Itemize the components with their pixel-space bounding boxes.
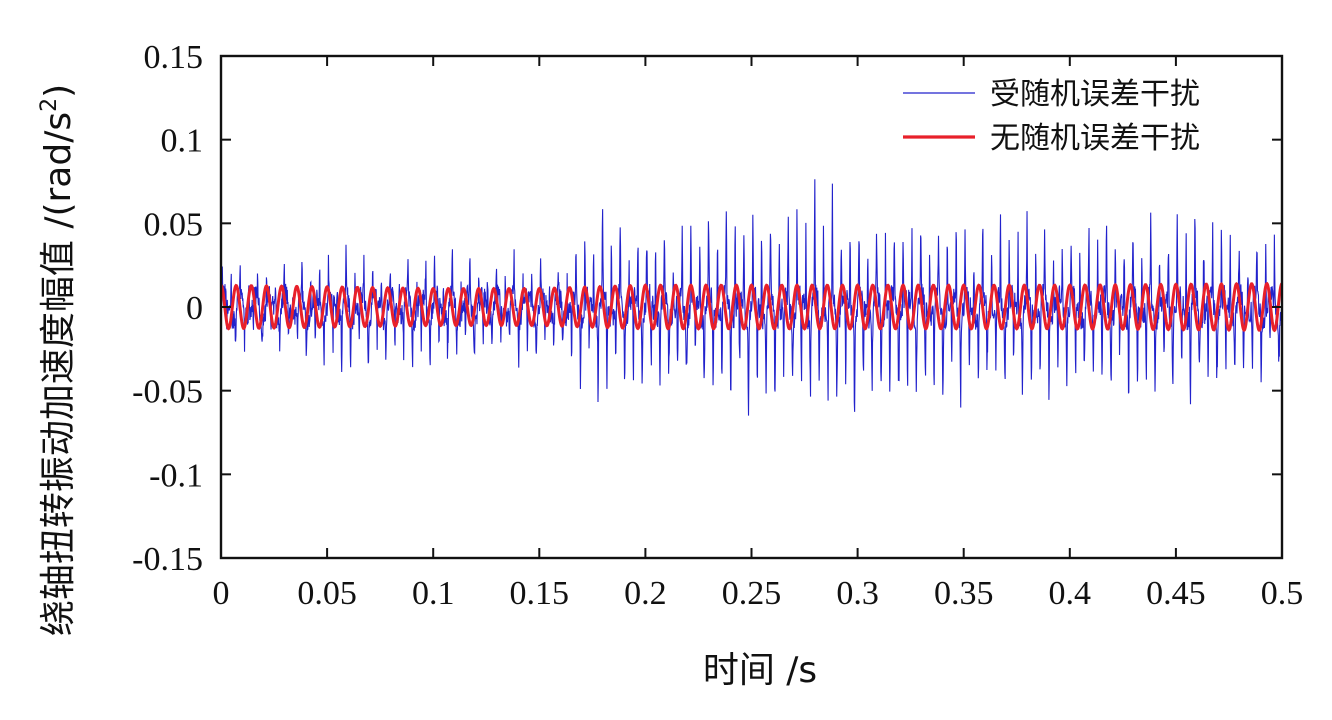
series-line-no-error bbox=[221, 281, 1282, 333]
y-tick-label: 0.05 bbox=[144, 206, 204, 243]
ticks-layer: 0 0.05 0.1 0.15 0.2 0.25 0.3 0.35 0.4 0.45 0.5 -0.1… bbox=[132, 39, 1303, 612]
y-tick-label: -0.15 bbox=[132, 541, 203, 578]
y-axis-label-sup: 2 bbox=[37, 98, 62, 112]
x-tick-label: 0 bbox=[213, 575, 230, 612]
series-line-random-error bbox=[221, 179, 1282, 416]
y-tick-label: -0.1 bbox=[149, 457, 203, 494]
legend: 受随机误差干扰 无随机误差干扰 bbox=[903, 77, 1200, 156]
y-tick-label: -0.05 bbox=[132, 374, 203, 411]
y-tick-label: 0.15 bbox=[144, 39, 204, 76]
legend-label-blue: 受随机误差干扰 bbox=[990, 77, 1200, 112]
y-axis-label: 绕轴扭转振动加速度幅值 /(rad/s2) bbox=[37, 84, 79, 636]
x-tick-label: 0.45 bbox=[1146, 575, 1206, 612]
x-tick-label: 0.5 bbox=[1261, 575, 1304, 612]
x-tick-label: 0.3 bbox=[836, 575, 879, 612]
x-tick-label: 0.05 bbox=[297, 575, 357, 612]
x-tick-label: 0.4 bbox=[1049, 575, 1092, 612]
y-axis-label-tail: ) bbox=[38, 84, 79, 98]
x-tick-label: 0.15 bbox=[510, 575, 570, 612]
legend-label-red: 无随机误差干扰 bbox=[990, 121, 1200, 156]
y-tick-label: 0.1 bbox=[161, 123, 204, 160]
x-axis-label: 时间 /s bbox=[703, 650, 817, 691]
series-layer bbox=[221, 179, 1282, 416]
y-tick-label: 0 bbox=[186, 290, 203, 327]
x-tick-label: 0.2 bbox=[624, 575, 667, 612]
x-tick-label: 0.35 bbox=[934, 575, 994, 612]
x-tick-label: 0.25 bbox=[722, 575, 782, 612]
x-tick-label: 0.1 bbox=[412, 575, 455, 612]
y-axis-label-main: 绕轴扭转振动加速度幅值 /(rad/s bbox=[38, 112, 79, 636]
